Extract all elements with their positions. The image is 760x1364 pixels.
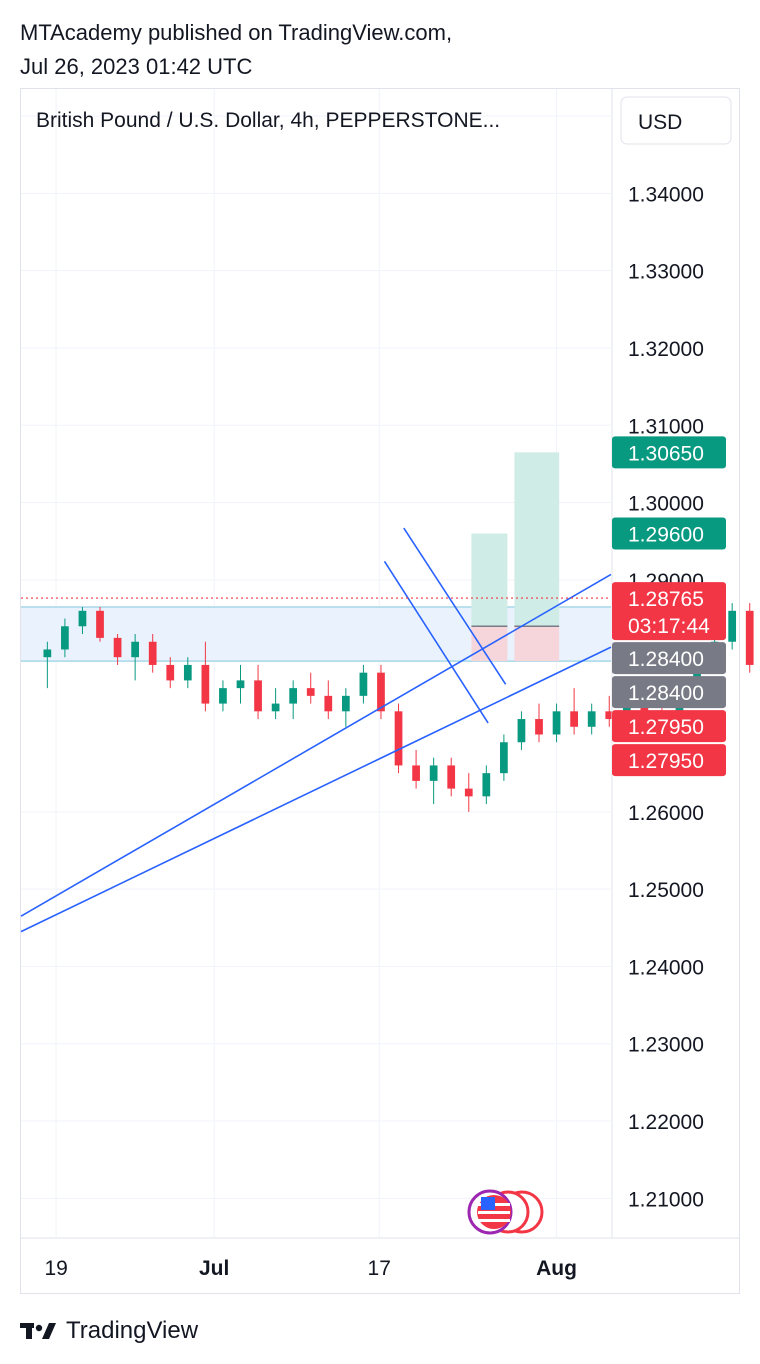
candle-body: [359, 672, 368, 696]
candles-layer: [43, 603, 754, 812]
candle-body: [394, 711, 403, 766]
candle-body: [464, 788, 473, 797]
price-label-gray: [612, 676, 726, 709]
position-profit-box[interactable]: [514, 452, 560, 627]
price-tick-label: 1.31000: [628, 415, 704, 438]
candle-body: [587, 711, 596, 727]
candle-body: [552, 711, 561, 735]
publisher-line: MTAcademy published on TradingView.com,: [20, 20, 453, 45]
price-label-text: 1.30650: [628, 442, 704, 465]
price-label-text: 1.28400: [628, 682, 704, 705]
candle-body: [219, 688, 227, 704]
price-tick-label: 1.24000: [628, 956, 704, 979]
candle-body: [271, 703, 280, 712]
candle-body: [728, 610, 737, 642]
price-tick-label: 1.32000: [628, 338, 704, 361]
candle-body: [183, 664, 192, 681]
price-tick-label: 1.25000: [628, 879, 704, 902]
price-label-text: 1.28400: [628, 648, 704, 671]
candle-body: [61, 626, 69, 650]
candle-body: [254, 680, 262, 712]
trendline[interactable]: [20, 646, 612, 933]
time-tick-label: 19: [44, 1257, 67, 1280]
price-labels: 1.30650 1.29600 1.28765 03:17:44 1.28400 1.28…: [612, 436, 726, 777]
price-label-down: [612, 744, 726, 777]
position-stop-box[interactable]: [471, 626, 508, 662]
candle-body: [113, 637, 122, 658]
candle-body: [306, 688, 315, 696]
candle-body: [96, 610, 104, 638]
position-stop-box[interactable]: [514, 626, 560, 662]
tradingview-brand: TradingView: [66, 1317, 199, 1344]
candle-body: [377, 672, 385, 712]
candle-body: [341, 695, 350, 712]
price-tick-label: 1.34000: [628, 183, 704, 206]
candle-body: [605, 711, 614, 720]
price-label-text: 1.27950: [628, 750, 704, 773]
candle-body: [570, 711, 578, 727]
chart-frame: [20, 88, 740, 1294]
zones-layer: [21, 452, 611, 662]
candle-body: [201, 664, 210, 704]
price-label-up: [612, 517, 726, 550]
price-label-gray: [612, 642, 726, 675]
time-tick-label: 17: [368, 1257, 391, 1280]
price-tick-label: 1.21000: [628, 1188, 704, 1211]
candle-body: [535, 719, 543, 735]
currency-button[interactable]: USD: [638, 111, 682, 134]
candle-body: [289, 688, 298, 704]
trendline[interactable]: [403, 527, 507, 685]
candle-body: [745, 610, 754, 665]
currency-button-frame[interactable]: [620, 96, 732, 145]
countdown-timer: 03:17:44: [628, 615, 710, 638]
candle-body: [482, 773, 491, 797]
time-axis: 19 Jul 17 Aug: [44, 1257, 577, 1280]
candle-body: [429, 765, 438, 781]
price-label-text: 1.29600: [628, 524, 704, 547]
publish-date: Jul 26, 2023 01:42 UTC: [20, 54, 253, 79]
candle-body: [148, 641, 157, 665]
price-tick-label: 1.30000: [628, 493, 704, 516]
tradingview-logo-icon: [20, 1321, 58, 1341]
candle-body: [166, 664, 175, 681]
candle-body: [43, 649, 52, 658]
candle-body: [447, 765, 456, 789]
price-tick-label: 1.26000: [628, 802, 704, 825]
price-tick-label: 1.23000: [628, 1034, 704, 1057]
position-profit-box[interactable]: [471, 533, 508, 627]
trendlines-layer: [20, 527, 612, 933]
price-label-current: [612, 582, 726, 641]
symbol-title: British Pound / U.S. Dollar, 4h, PEPPERS…: [36, 109, 500, 132]
price-label-text: 1.28765: [628, 588, 704, 611]
price-tick-label: 1.22000: [628, 1111, 704, 1134]
price-label-text: 1.27950: [628, 716, 704, 739]
candle-body: [500, 742, 508, 774]
candle-body: [78, 610, 87, 627]
trendline[interactable]: [20, 573, 612, 917]
time-tick-label: Jul: [199, 1257, 229, 1280]
time-tick-label: Aug: [536, 1257, 577, 1280]
candle-body: [131, 641, 139, 658]
price-label-down: [612, 710, 726, 743]
candle-body: [236, 680, 245, 689]
candle-body: [517, 719, 526, 743]
candle-body: [412, 765, 420, 781]
price-label-up: [612, 436, 726, 469]
us-flag-icon[interactable]: [467, 1189, 544, 1235]
candle-body: [324, 695, 333, 712]
price-tick-label: 1.33000: [628, 261, 704, 284]
grid-lines: [21, 89, 611, 1237]
trendline[interactable]: [383, 560, 489, 724]
